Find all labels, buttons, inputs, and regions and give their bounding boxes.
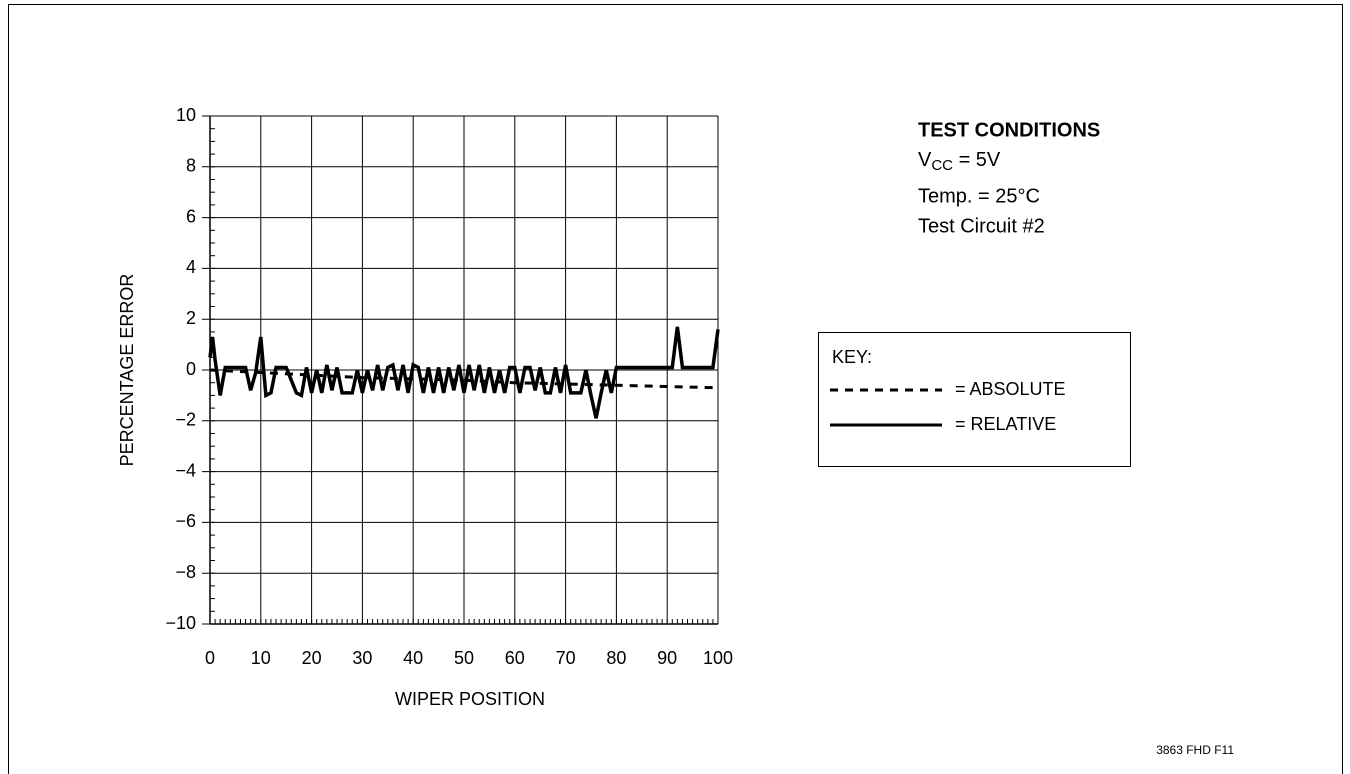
x-axis-label: WIPER POSITION [395,689,545,709]
y-tick-label: −8 [175,562,196,582]
y-tick-label: 4 [186,257,196,277]
temp-condition: Temp. = 25°C [918,185,1040,207]
figure-id: 3863 FHD F11 [1156,743,1234,757]
legend-separator: = [955,379,966,399]
legend-box [818,332,1131,467]
x-tick-label: 80 [606,648,626,668]
y-tick-label: 6 [186,206,196,226]
x-tick-label: 50 [454,648,474,668]
y-tick-label: 8 [186,156,196,176]
y-tick-label: 10 [176,105,196,125]
x-tick-label: 60 [505,648,525,668]
x-tick-label: 10 [251,648,271,668]
y-tick-label: 2 [186,308,196,328]
circuit-condition: Test Circuit #2 [918,215,1045,237]
x-tick-label: 0 [205,648,215,668]
vcc-sub: CC [931,157,953,174]
y-tick-label: −6 [175,511,196,531]
legend-label: ABSOLUTE [970,379,1066,399]
x-tick-label: 40 [403,648,423,668]
x-tick-label: 30 [352,648,372,668]
series-line [208,326,720,419]
conditions-title: TEST CONDITIONS [918,119,1100,141]
x-tick-label: 100 [703,648,733,668]
y-axis-label: PERCENTAGE ERROR [117,274,137,467]
legend-title: KEY: [832,347,872,367]
legend-entry: = RELATIVE [955,414,1056,434]
x-tick-label: 90 [657,648,677,668]
vcc-condition: VCC = 5V [918,149,1001,174]
legend-separator: = [955,414,966,434]
legend-label: RELATIVE [971,414,1057,434]
legend-entry: = ABSOLUTE [955,379,1066,399]
x-tick-label: 20 [302,648,322,668]
vcc-rest: = 5V [953,149,1001,171]
y-tick-label: −2 [175,410,196,430]
y-tick-label: −10 [165,613,196,633]
y-tick-label: −4 [175,460,196,480]
y-tick-label: 0 [186,359,196,379]
x-tick-label: 70 [556,648,576,668]
series-line [209,368,719,390]
vcc-v: V [918,149,932,171]
frame [8,4,1343,774]
